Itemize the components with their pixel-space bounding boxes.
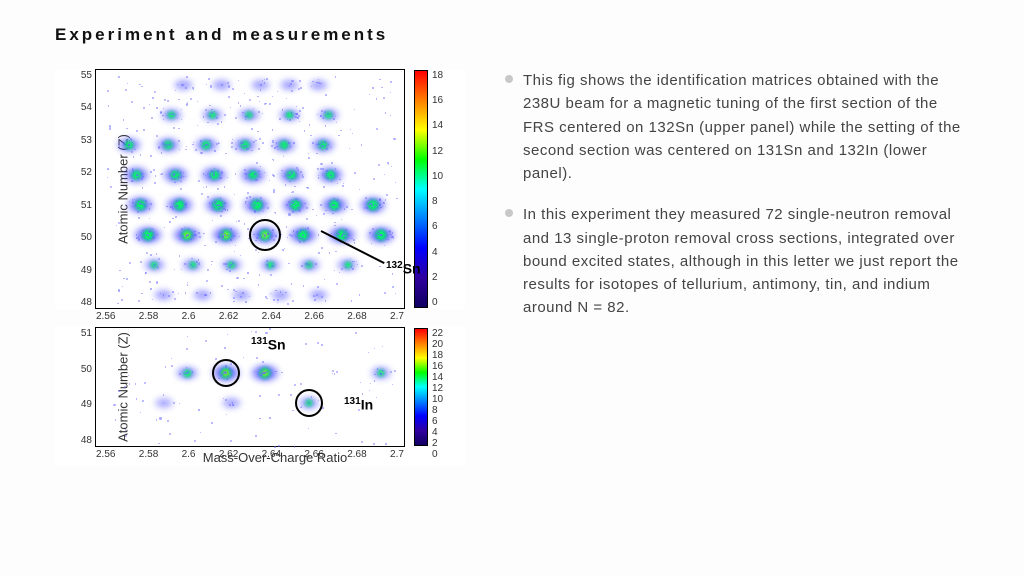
upper-panel: Atomic Number (Z) 5554535251504948 2.562… [55, 69, 465, 309]
upper-yticks: 5554535251504948 [74, 70, 92, 308]
text-column: This fig shows the identification matric… [505, 69, 969, 465]
bullet-item: In this experiment they measured 72 sing… [505, 203, 969, 319]
lower-colorbar-ticks: 2220181614121086420 [432, 328, 452, 446]
lower-panel: Atomic Number (Z) 51504948 2.562.582.62.… [55, 327, 465, 465]
lower-plot-area: Atomic Number (Z) 51504948 2.562.582.62.… [95, 327, 405, 447]
upper-colorbar-ticks: 181614121086420 [432, 70, 452, 308]
lower-ylabel: Atomic Number (Z) [115, 332, 130, 442]
in131-circle [295, 389, 323, 417]
upper-plot-area: Atomic Number (Z) 5554535251504948 2.562… [95, 69, 405, 309]
bullet-item: This fig shows the identification matric… [505, 69, 969, 185]
figure-column: Atomic Number (Z) 5554535251504948 2.562… [55, 69, 465, 465]
bullet-icon [505, 75, 513, 83]
sn132-label: 132Sn [386, 260, 421, 277]
bullet-icon [505, 209, 513, 217]
slide-content: Atomic Number (Z) 5554535251504948 2.562… [55, 69, 969, 465]
lower-yticks: 51504948 [74, 328, 92, 446]
bullet-text: In this experiment they measured 72 sing… [523, 203, 969, 319]
sn131-label: 131Sn [251, 336, 286, 353]
in131-label: 131In [344, 396, 373, 413]
sn132-leader-line [321, 230, 385, 264]
upper-ylabel: Atomic Number (Z) [115, 134, 130, 244]
lower-colorbar [414, 328, 428, 446]
upper-xticks: 2.562.582.62.622.642.662.682.7 [96, 311, 404, 322]
sn132-circle [249, 219, 281, 251]
slide-heading: Experiment and measurements [55, 25, 969, 45]
bullet-text: This fig shows the identification matric… [523, 69, 969, 185]
sn131-circle [212, 359, 240, 387]
lower-xticks: 2.562.582.62.622.642.662.682.7 [96, 449, 404, 460]
